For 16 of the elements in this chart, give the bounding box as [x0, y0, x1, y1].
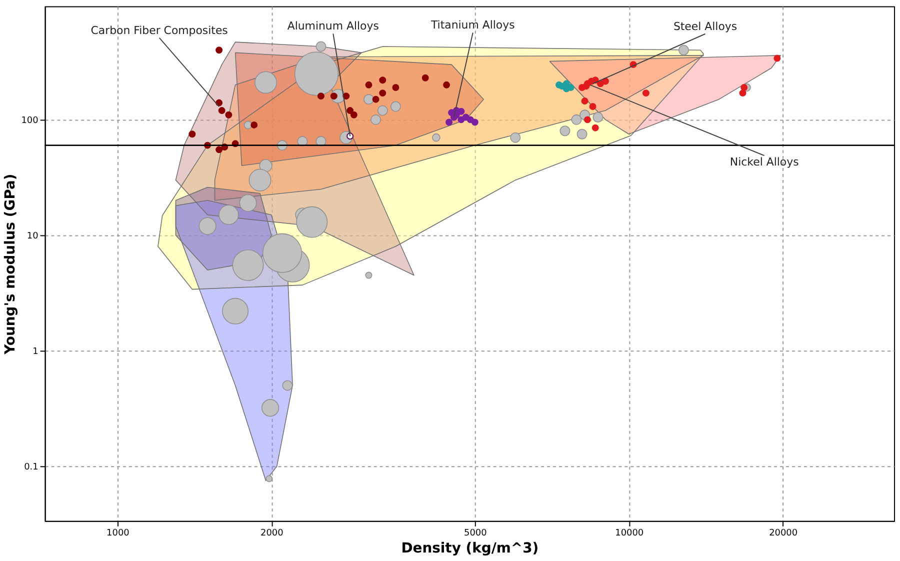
x-axis-title: Density (kg/m^3) — [401, 540, 539, 556]
annotation: Aluminum Alloys — [287, 20, 380, 33]
y-tick-label: 0.1 — [24, 462, 38, 473]
x-tick-label: 2000 — [260, 528, 284, 538]
x-tick-label: 1000 — [106, 528, 130, 538]
annotation: Titanium Alloys — [430, 18, 516, 32]
y-tick-label: 1 — [32, 347, 38, 358]
annotation: Carbon Fiber Composites — [90, 24, 228, 37]
x-tick-label: 20000 — [769, 528, 798, 538]
y-axis-title: Young's modulus (GPa) — [2, 174, 18, 356]
annotation: Steel Alloys — [673, 20, 738, 33]
x-tick-label: 10000 — [615, 528, 644, 538]
x-tick-label: 5000 — [464, 528, 488, 538]
annotation: Nickel Alloys — [730, 156, 800, 169]
y-tick-label: 10 — [26, 232, 39, 242]
y-tick-label: 100 — [21, 116, 39, 126]
